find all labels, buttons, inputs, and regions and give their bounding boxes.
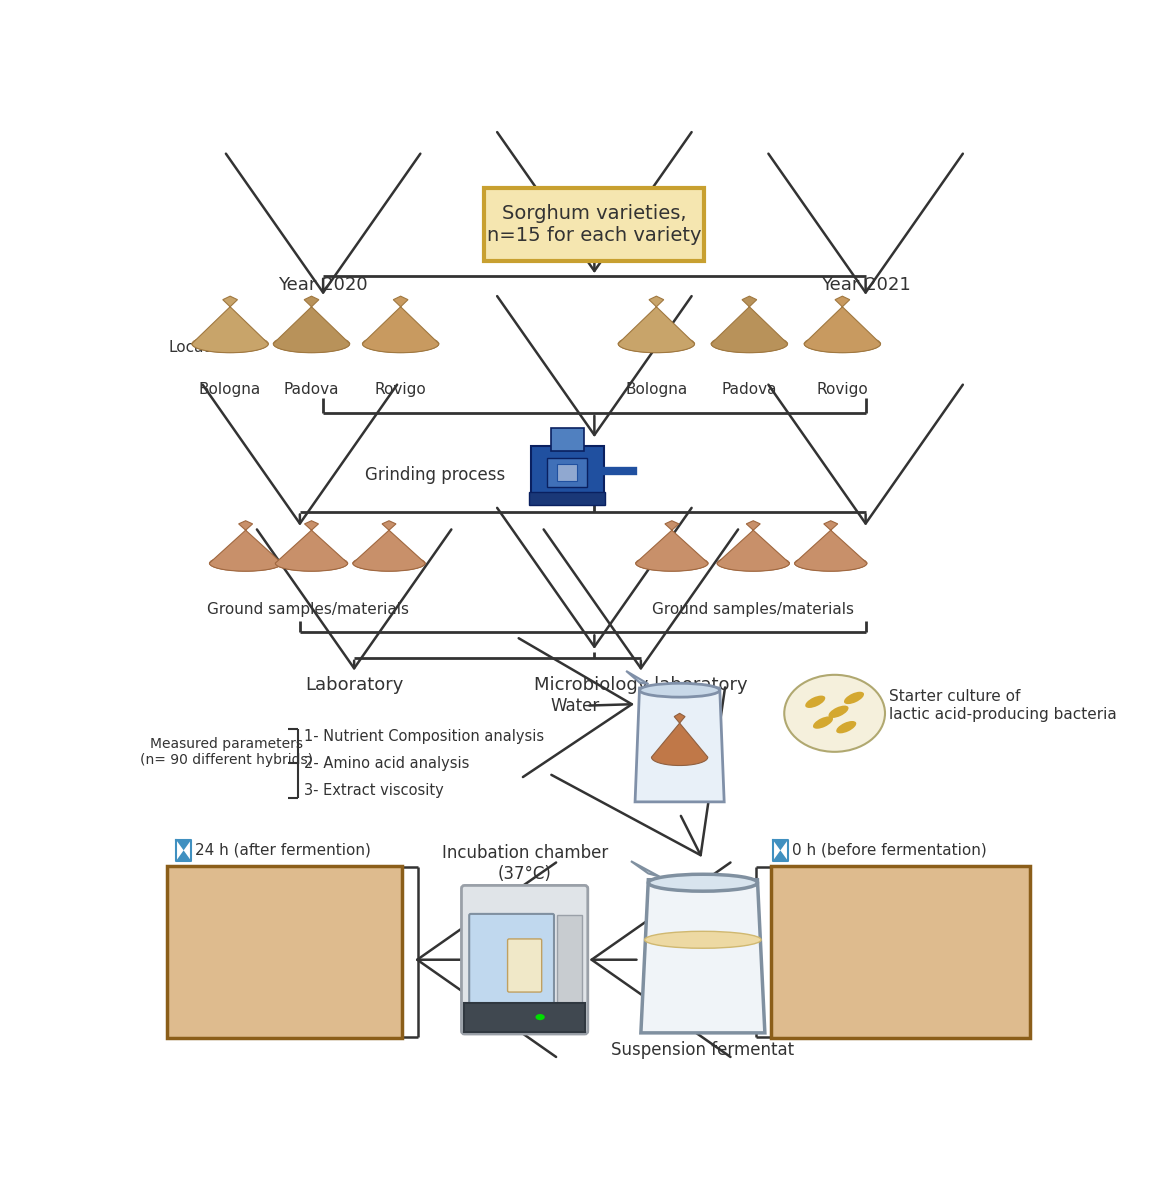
Ellipse shape [275,555,348,572]
FancyBboxPatch shape [461,885,588,1035]
Text: Starter culture of
lactic acid-producing bacteria: Starter culture of lactic acid-producing… [889,689,1116,722]
Ellipse shape [804,335,881,353]
Polygon shape [630,861,659,877]
Text: 5. Protein content: 5. Protein content [177,994,297,1007]
Polygon shape [275,520,348,572]
Polygon shape [618,297,694,353]
FancyBboxPatch shape [771,866,1030,1038]
Ellipse shape [635,555,708,572]
Polygon shape [176,850,191,861]
FancyBboxPatch shape [551,428,583,451]
FancyBboxPatch shape [167,866,402,1038]
Text: Water: Water [551,696,599,715]
Ellipse shape [794,555,867,572]
Text: Measured parameters:: Measured parameters: [177,881,348,895]
Ellipse shape [806,696,825,708]
Text: 2- Amino acid analysis: 2- Amino acid analysis [304,756,469,771]
Polygon shape [192,297,269,353]
Ellipse shape [192,335,269,353]
Text: 5. Protein content: 5. Protein content [782,994,902,1007]
Ellipse shape [648,874,758,891]
Polygon shape [773,850,788,861]
Polygon shape [363,297,439,353]
Polygon shape [651,713,708,765]
Text: Microbiology laboratory: Microbiology laboratory [534,677,748,695]
Ellipse shape [644,932,761,948]
Text: Rovigo: Rovigo [816,383,868,397]
Text: Measured parameters:: Measured parameters: [782,881,953,895]
Text: Rovigo: Rovigo [374,383,427,397]
FancyBboxPatch shape [547,458,588,487]
Text: Padova: Padova [284,383,340,397]
Polygon shape [712,297,788,353]
Ellipse shape [640,683,720,697]
Text: 4. Volatile fatty acid content: 4. Volatile fatty acid content [782,971,971,984]
Ellipse shape [535,1014,545,1020]
Text: 2. Lactic acid bacteria counting: 2. Lactic acid bacteria counting [177,925,387,938]
Ellipse shape [363,335,439,353]
Ellipse shape [812,716,833,728]
FancyBboxPatch shape [464,1003,585,1032]
Text: Grinding process: Grinding process [365,465,505,483]
Ellipse shape [844,691,863,704]
Ellipse shape [837,721,857,733]
Ellipse shape [829,706,848,718]
Text: Location: Location [168,340,236,355]
Text: 24 h (after fermention): 24 h (after fermention) [195,843,371,858]
Polygon shape [635,520,708,572]
Polygon shape [210,520,282,572]
Text: Bologna: Bologna [625,383,687,397]
Ellipse shape [352,555,425,572]
Text: 3. L-lactic acid content: 3. L-lactic acid content [177,948,329,962]
Text: 2. Lactic acid bacteria counting: 2. Lactic acid bacteria counting [782,925,992,938]
Text: 1- Nutrient Composition analysis: 1- Nutrient Composition analysis [304,728,544,744]
Text: 4. Volatile fatty acid content: 4. Volatile fatty acid content [177,971,366,984]
Ellipse shape [618,335,694,353]
FancyBboxPatch shape [530,492,605,505]
Text: Sorghum varieties,
n=15 for each variety: Sorghum varieties, n=15 for each variety [487,203,701,245]
Polygon shape [176,840,191,850]
Polygon shape [794,520,867,572]
Ellipse shape [712,335,788,353]
FancyBboxPatch shape [557,464,577,481]
Text: Laboratory: Laboratory [305,677,403,695]
Polygon shape [352,520,425,572]
Polygon shape [717,520,789,572]
Text: Incubation chamber
(37°C): Incubation chamber (37°C) [442,844,607,883]
Ellipse shape [274,335,350,353]
FancyBboxPatch shape [484,188,705,261]
Text: Year 2021: Year 2021 [821,276,911,294]
Text: 3- Extract viscosity: 3- Extract viscosity [304,783,444,798]
Polygon shape [804,297,881,353]
Text: Measured parameters
(n= 90 different hybrids): Measured parameters (n= 90 different hyb… [140,737,313,767]
Text: Ground samples/materials: Ground samples/materials [206,602,409,617]
Polygon shape [773,840,788,850]
Text: Padova: Padova [722,383,778,397]
Ellipse shape [651,749,708,765]
Polygon shape [274,297,350,353]
Text: Ground samples/materials: Ground samples/materials [653,602,854,617]
Polygon shape [641,880,765,1033]
Text: 0 h (before fermentation): 0 h (before fermentation) [792,843,986,858]
Ellipse shape [210,555,282,572]
Ellipse shape [717,555,789,572]
FancyBboxPatch shape [556,915,582,1020]
Text: 1. pH-value: 1. pH-value [782,902,858,915]
FancyBboxPatch shape [508,939,541,991]
FancyBboxPatch shape [531,446,604,495]
Ellipse shape [785,675,885,752]
Text: 1. pH-value: 1. pH-value [177,902,254,915]
Polygon shape [635,688,724,801]
Text: Suspension fermentat: Suspension fermentat [611,1041,794,1058]
Polygon shape [643,940,763,1031]
Text: 3. L-lactic acid content: 3. L-lactic acid content [782,948,934,962]
Polygon shape [626,671,648,684]
Text: Year 2020: Year 2020 [278,276,367,294]
Text: Bologna: Bologna [199,383,261,397]
FancyBboxPatch shape [469,914,554,1021]
